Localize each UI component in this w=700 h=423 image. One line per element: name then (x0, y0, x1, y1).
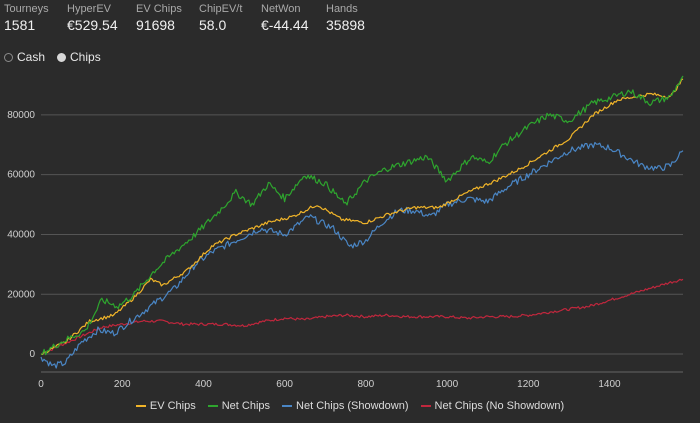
series-lines (40, 75, 684, 369)
stat-label: Tourneys (4, 3, 49, 15)
legend-label: Net Chips (Showdown) (296, 400, 409, 412)
currency-toggle: Cash Chips (4, 50, 113, 64)
stat-value: 91698 (136, 17, 175, 33)
y-tick-label: 80000 (7, 110, 35, 121)
gridlines (41, 114, 683, 373)
radio-unselected-icon (4, 52, 13, 62)
legend-item-net-chips[interactable]: Net Chips (207, 400, 271, 412)
stat-value: 1581 (4, 17, 36, 33)
legend-label: Net Chips (221, 400, 271, 412)
radio-chips[interactable]: Chips (57, 50, 101, 64)
y-tick-label: 0 (29, 349, 35, 360)
stat-hyperev: HyperEV €529.54 (67, 3, 136, 34)
x-tick-label: 800 (358, 379, 375, 390)
x-tick-label: 200 (114, 379, 131, 390)
stat-chipev-per-t: ChipEV/t 58.0 (199, 3, 261, 34)
stat-value: 35898 (326, 17, 365, 33)
series-line (40, 75, 684, 356)
y-tick-label: 40000 (7, 229, 35, 240)
y-tick-label: 60000 (7, 170, 35, 181)
legend-item-ev-chips[interactable]: EV Chips (135, 400, 196, 412)
x-tick-label: 1200 (517, 379, 540, 390)
radio-label: Chips (70, 50, 101, 64)
stat-netwon: NetWon €-44.44 (261, 3, 326, 34)
radio-selected-icon (57, 52, 67, 62)
series-line (40, 78, 684, 355)
stat-label: Hands (326, 3, 358, 15)
stat-label: EV Chips (136, 3, 182, 15)
legend-label: Net Chips (No Showdown) (434, 400, 565, 412)
y-axis-ticks: 0 20000 40000 60000 80000 (7, 110, 35, 360)
legend-swatch (207, 405, 218, 407)
series-line (40, 141, 684, 369)
y-tick-label: 20000 (7, 289, 35, 300)
x-tick-label: 0 (38, 379, 44, 390)
x-axis-ticks: 0 200 400 600 800 1000 1200 1400 (38, 379, 621, 390)
stat-tourneys: Tourneys 1581 (4, 3, 67, 34)
legend-item-net-chips-no-showdown[interactable]: Net Chips (No Showdown) (420, 400, 565, 412)
legend-label: EV Chips (149, 400, 196, 412)
stat-ev-chips: EV Chips 91698 (136, 3, 199, 34)
radio-label: Cash (17, 50, 46, 64)
stat-value: 58.0 (199, 17, 227, 33)
legend-swatch (135, 405, 146, 407)
stat-value: €529.54 (67, 17, 118, 33)
radio-cash[interactable]: Cash (4, 50, 45, 64)
stat-value: €-44.44 (261, 17, 309, 33)
x-tick-label: 1400 (598, 379, 621, 390)
stats-bar: Tourneys 1581 HyperEV €529.54 EV Chips 9… (4, 3, 386, 34)
legend-item-net-chips-showdown[interactable]: Net Chips (Showdown) (282, 400, 409, 412)
stat-hands: Hands 35898 (326, 3, 386, 34)
stat-label: ChipEV/t (199, 3, 243, 15)
legend-swatch (420, 405, 431, 407)
stat-label: HyperEV (67, 3, 112, 15)
stat-label: NetWon (261, 3, 301, 15)
legend-swatch (282, 405, 293, 407)
x-tick-label: 600 (276, 379, 293, 390)
x-tick-label: 400 (195, 379, 212, 390)
chart-legend: EV Chips Net Chips Net Chips (Showdown) … (0, 400, 700, 412)
series-line (40, 278, 684, 355)
chart-area: 0 200 400 600 800 1000 1200 1400 0 20000 40000 600… (7, 75, 684, 390)
x-tick-label: 1000 (436, 379, 459, 390)
